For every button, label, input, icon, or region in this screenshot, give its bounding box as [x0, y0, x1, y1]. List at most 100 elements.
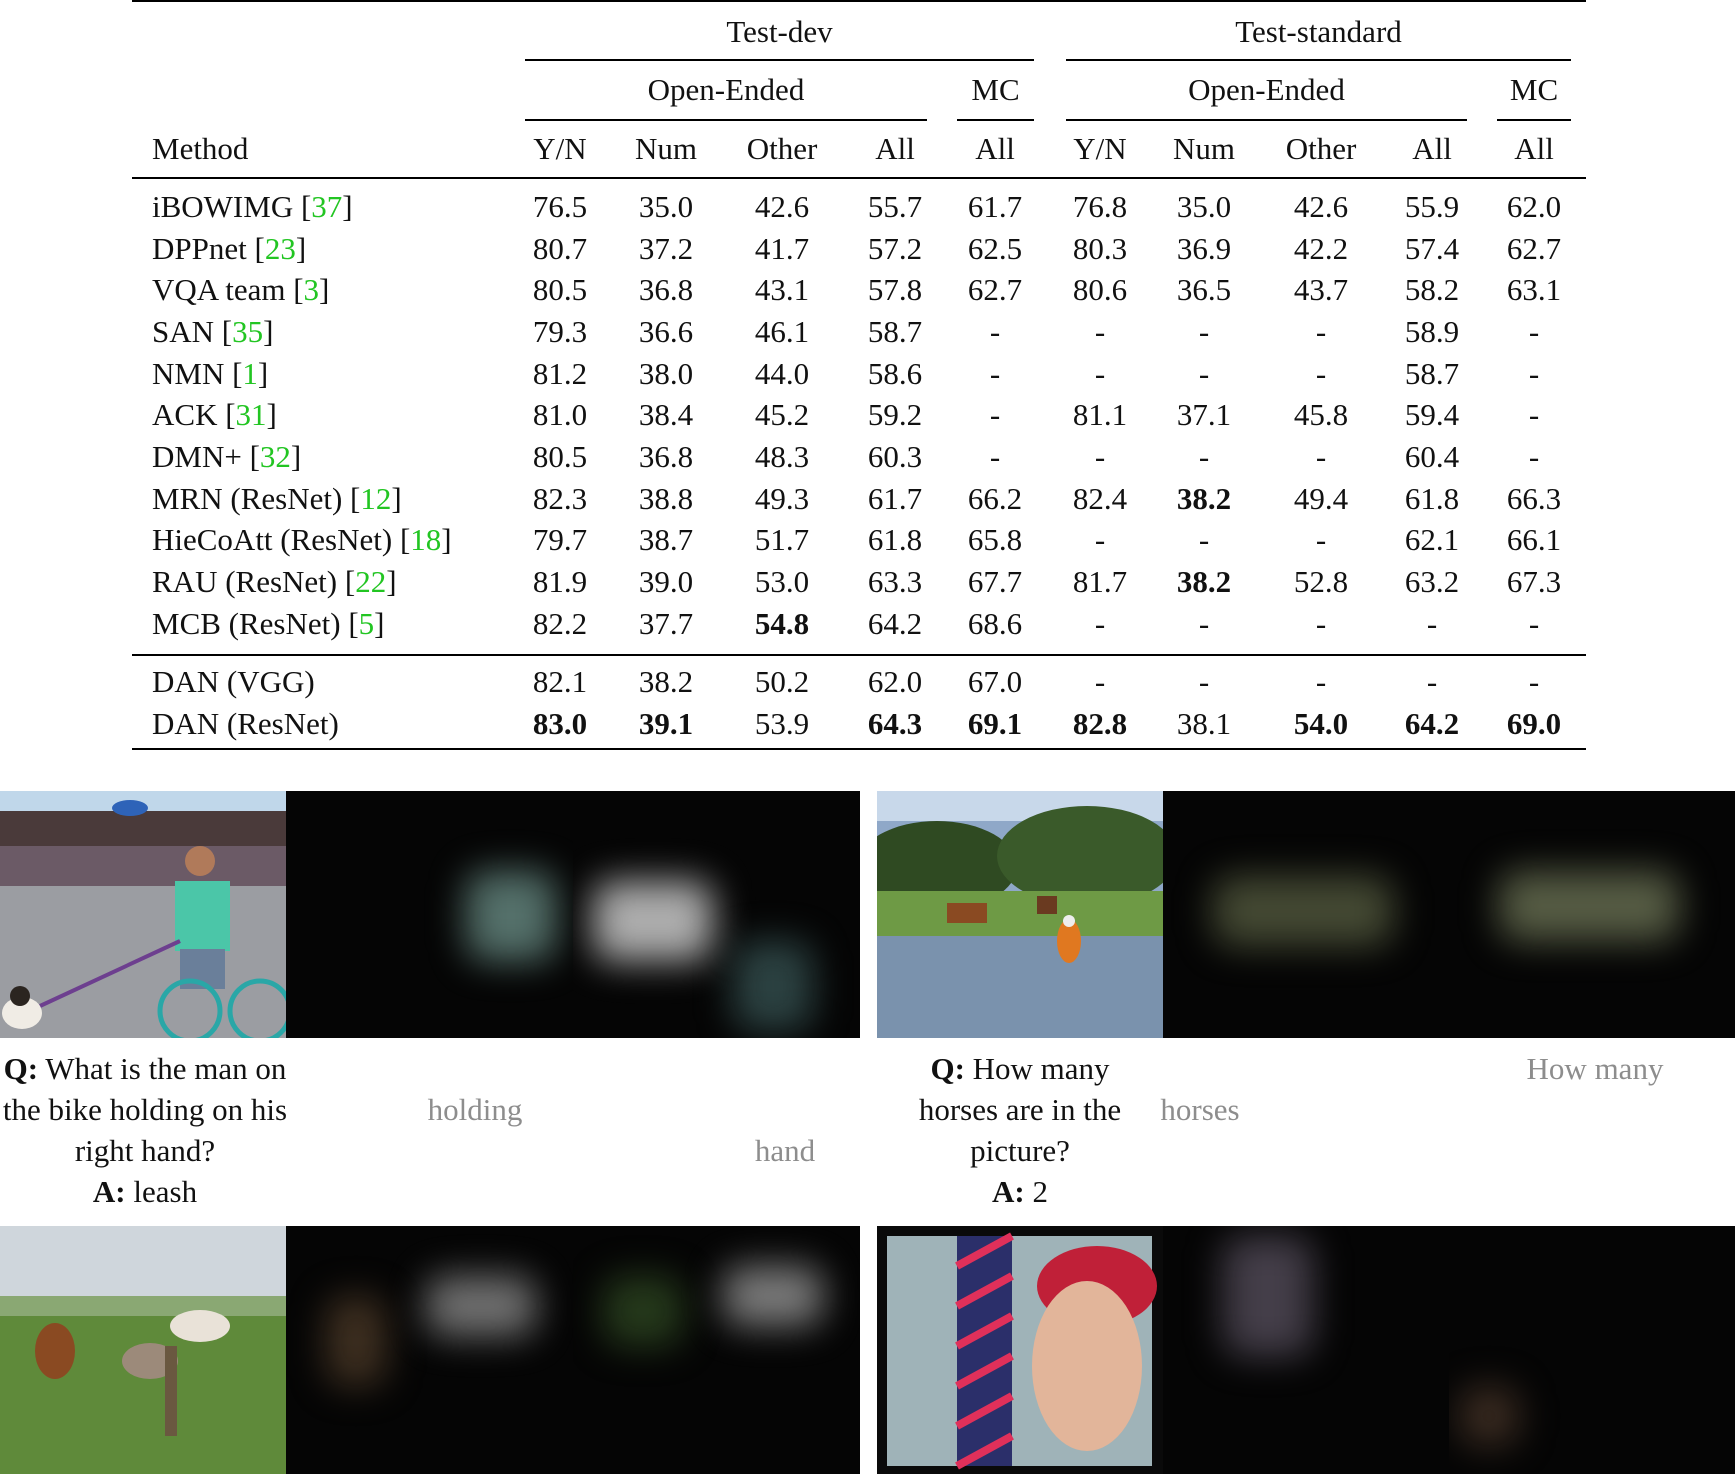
table-cell: 80.5	[532, 272, 588, 307]
method-name: DMN+ [32]	[152, 439, 302, 474]
citation-link[interactable]: 23	[264, 231, 296, 266]
table-cell: 81.0	[532, 397, 588, 432]
citation-link[interactable]: 18	[410, 522, 442, 557]
bike-attention-map-step1	[286, 791, 573, 1038]
citation-link[interactable]: 37	[311, 189, 343, 224]
table-cell: 55.7	[867, 189, 923, 224]
table-cell: -	[1198, 356, 1210, 391]
table-cell: -	[989, 439, 1001, 474]
table-cell: 64.2	[867, 606, 923, 641]
citation-link[interactable]: 1	[242, 356, 258, 391]
table-cell: 37.2	[638, 231, 694, 266]
method-label: DAN (ResNet)	[152, 706, 339, 741]
citation-link[interactable]: 32	[259, 439, 291, 474]
table-top-rule	[132, 0, 1586, 2]
table-cell: 49.4	[1293, 481, 1349, 516]
table-cell: 59.4	[1404, 397, 1460, 432]
table-cell: 37.7	[638, 606, 694, 641]
table-cell: 61.8	[867, 522, 923, 557]
header-test-dev: Test-dev	[726, 14, 833, 49]
table-cell: 42.2	[1293, 231, 1349, 266]
column-header: Other	[1285, 131, 1357, 166]
table-cell: -	[1315, 314, 1327, 349]
table-cell: 54.8	[754, 606, 810, 641]
table-cell: 36.5	[1176, 272, 1232, 307]
column-header: Num	[635, 131, 697, 166]
attended-word: holding	[427, 1092, 523, 1127]
table-cell: 80.5	[532, 439, 588, 474]
bike-attention-map-step2	[573, 791, 860, 1038]
attention-highlight	[1223, 1236, 1313, 1356]
example2-step1-caption: horses	[1160, 1048, 1430, 1127]
table-cell: -	[989, 397, 1001, 432]
column-header-method: Method	[152, 131, 249, 166]
attention-highlight	[1213, 876, 1393, 946]
example1-step1-caption: holding	[300, 1048, 570, 1127]
question-text: How many horses are in the picture?	[918, 1051, 1122, 1168]
table-cell: 58.7	[867, 314, 923, 349]
method-name: MCB (ResNet) [5]	[152, 606, 385, 641]
attention-highlight	[603, 1276, 683, 1346]
table-cell: -	[1094, 314, 1106, 349]
table-cell: 43.7	[1293, 272, 1349, 307]
table-cell: 57.8	[867, 272, 923, 307]
table-cell: 36.8	[638, 272, 694, 307]
test-standard-rule	[1066, 59, 1571, 61]
attention-highlight	[426, 1276, 536, 1336]
table-cell: 80.7	[532, 231, 588, 266]
table-cell: 69.1	[967, 706, 1023, 741]
method-label: iBOWIMG	[152, 189, 294, 224]
citation-link[interactable]: 22	[355, 564, 387, 599]
table-cell: 52.8	[1293, 564, 1349, 599]
method-name: MRN (ResNet) [12]	[152, 481, 402, 516]
table-cell: 66.2	[967, 481, 1023, 516]
method-label: MRN (ResNet)	[152, 481, 343, 516]
citation-link[interactable]: 35	[232, 314, 264, 349]
table-cell: 81.7	[1072, 564, 1128, 599]
method-label: DPPnet	[152, 231, 247, 266]
method-name: ACK [31]	[152, 397, 277, 432]
table-cell: -	[1315, 356, 1327, 391]
table-cell: 64.2	[1404, 706, 1460, 741]
table-cell: 79.3	[532, 314, 588, 349]
table-cell: -	[1198, 522, 1210, 557]
table-cell: 69.0	[1506, 706, 1562, 741]
table-cell: 55.9	[1404, 189, 1460, 224]
table-cell: 63.3	[867, 564, 923, 599]
method-label: VQA team	[152, 272, 286, 307]
table-cell: 38.2	[1176, 564, 1232, 599]
method-label: ACK	[152, 397, 218, 432]
example4-image-row	[877, 1226, 1735, 1474]
method-name: SAN [35]	[152, 314, 274, 349]
tie-attention-map-step2	[1449, 1226, 1735, 1474]
table-cell: 41.7	[754, 231, 810, 266]
example3-image-row	[0, 1226, 860, 1474]
question-label: Q:	[930, 1051, 965, 1086]
table-cell: 62.1	[1404, 522, 1460, 557]
citation-link[interactable]: 3	[303, 272, 320, 307]
table-cell: 80.6	[1072, 272, 1128, 307]
table-cell: 38.7	[638, 522, 694, 557]
table-cell: 81.1	[1072, 397, 1128, 432]
table-bottom-rule	[132, 748, 1586, 750]
table-cell: 58.9	[1404, 314, 1460, 349]
example2-step2-caption: How many	[1470, 1048, 1720, 1089]
cows-attention-map-step2	[573, 1226, 860, 1474]
table-cell: -	[989, 314, 1001, 349]
cows-attention-map-step1	[286, 1226, 573, 1474]
citation-link[interactable]: 31	[235, 397, 267, 432]
attention-highlight	[733, 941, 813, 1031]
citation-link[interactable]: 12	[360, 481, 392, 516]
table-cell: -	[1315, 439, 1327, 474]
table-cell: -	[1198, 439, 1210, 474]
method-label: DMN+	[152, 439, 242, 474]
dev-mc-rule	[957, 119, 1034, 121]
table-cell: 46.1	[754, 314, 810, 349]
bike-original-image	[0, 791, 286, 1038]
table-cell: 62.7	[967, 272, 1023, 307]
citation-link[interactable]: 5	[358, 606, 375, 641]
table-cell: 62.0	[867, 664, 923, 699]
table-cell: 37.1	[1176, 397, 1232, 432]
table-cell: 58.6	[867, 356, 923, 391]
question-label: Q:	[3, 1051, 39, 1086]
